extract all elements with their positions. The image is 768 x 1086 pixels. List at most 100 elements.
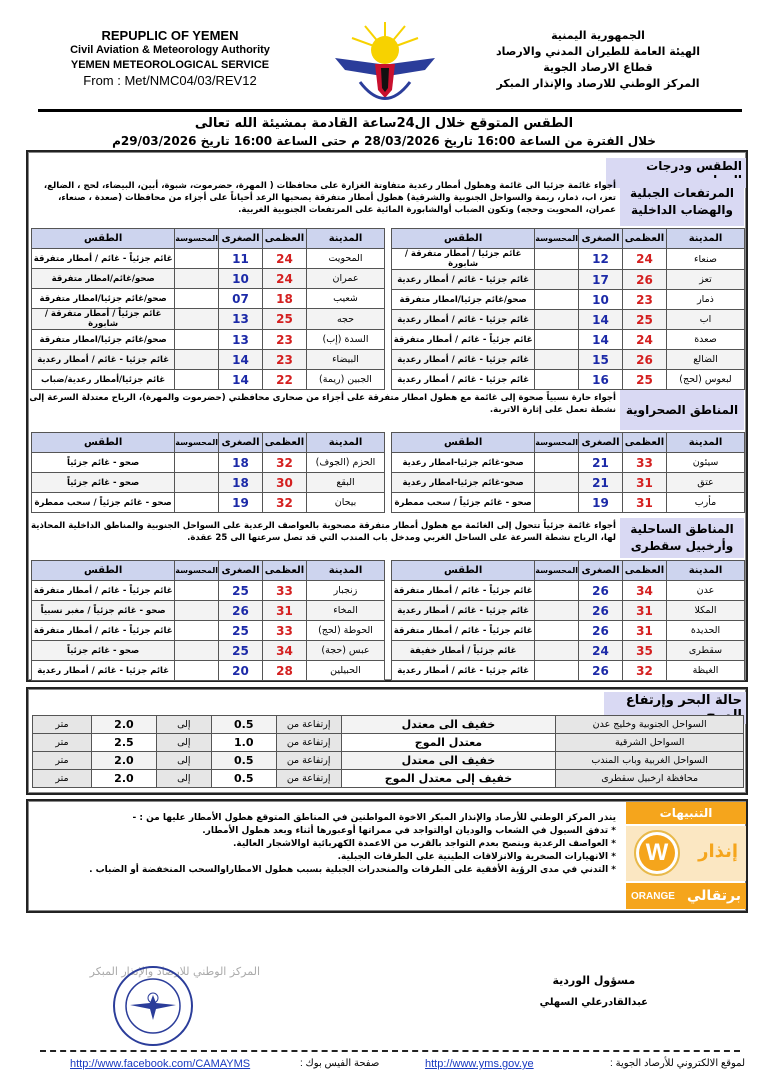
table-row: مأرب 31 19 صحو - غائم جزئياً / سحب ممطرة	[390, 492, 745, 513]
weather-condition: صحو - غائم جزئياً	[30, 452, 176, 473]
city-name: الحوطة (لحج)	[306, 620, 385, 641]
weather-section	[26, 150, 748, 682]
column-header: الطقس	[30, 432, 176, 453]
weather-condition: غائم جزئيا - غائم / أمطار رعدية	[30, 660, 176, 681]
max-temp: 23	[622, 289, 667, 310]
authority-ar: الهيئة العامة للطيران المدني والارصاد	[495, 45, 701, 58]
table-row: البقع 30 18 صحو - غائم جزئياً	[30, 472, 385, 493]
feels-like	[534, 600, 579, 621]
region-description: أجواء حارة نسبياً صحوة إلى غائمة مع هطول…	[29, 393, 616, 415]
warning-color-en: ORANGE	[631, 890, 675, 902]
min-temp: 14	[218, 369, 263, 390]
max-temp: 31	[622, 492, 667, 513]
max-temp: 34	[262, 640, 307, 661]
feels-like	[534, 349, 579, 370]
city-name: الجبين (ريمة)	[306, 369, 385, 390]
warnings-section	[26, 799, 748, 913]
warning-item: * العواصف الرعدية وينصح بعدم التواجد بال…	[232, 839, 616, 849]
weather-table-right: المدينة العظمى الصغرى المحسوسة الطقس سيئون 33 2…	[390, 432, 745, 513]
min-temp: 15	[578, 349, 623, 370]
city-name: صنعاء	[666, 248, 745, 270]
max-temp: 34	[622, 580, 667, 601]
max-temp: 24	[622, 329, 667, 350]
city-name: مأرب	[666, 492, 745, 513]
feels-like	[174, 329, 219, 350]
forecast-period: خلال الفترة من الساعة 16:00 تاريخ 28/03/…	[112, 134, 656, 148]
city-name: سقطرى	[666, 640, 745, 661]
sea-unit: متر	[32, 769, 92, 788]
header-english: REPUPLIC OF YEMEN Civil Aviation & Meteo…	[40, 28, 300, 88]
table-row: عدن 34 26 غائم جزئياً - غائم / أمطار متفرقة	[390, 580, 745, 601]
min-temp: 14	[218, 349, 263, 370]
column-header: العظمى	[622, 432, 667, 453]
sea-from-label: إرتفاعة من	[275, 769, 342, 788]
max-temp: 23	[262, 329, 307, 350]
warning-level-label: إنذار	[698, 841, 738, 862]
sea-state: خفيف الى معتدل	[340, 715, 557, 734]
feels-like	[534, 620, 579, 641]
table-row: صعدة 24 14 غائم جزئياً - غائم / أمطار متفرق…	[390, 329, 745, 350]
table-row: بيحان 32 19 صحو - غائم جزئياً / سحب ممطرة	[30, 492, 385, 513]
min-temp: 21	[578, 472, 623, 493]
feels-like	[174, 660, 219, 681]
column-header: المدينة	[666, 432, 745, 453]
stamp-text: المركز الوطني للارصاد والإنذار المبكر	[89, 965, 260, 978]
max-temp: 31	[622, 472, 667, 493]
weather-condition: غائم جزئياً - غائم / أمطار متفرقة	[390, 329, 536, 350]
max-temp: 18	[262, 288, 307, 309]
city-name: الحبيلين	[306, 660, 385, 681]
column-header: المدينة	[666, 228, 745, 249]
website-link[interactable]: http://www.yms.gov.ye	[425, 1058, 534, 1070]
sea-from-label: إرتفاعة من	[275, 715, 342, 734]
country-ar: الجمهورية اليمنية	[551, 29, 645, 42]
sea-to: 2.0	[90, 715, 157, 734]
min-temp: 13	[218, 308, 263, 330]
table-row: اب 25 14 غائم جزئيا - غائم / أمطار رعدية	[390, 309, 745, 330]
feels-like	[534, 369, 579, 390]
min-temp: 18	[218, 452, 263, 473]
sea-row: السواحل الغربية وباب المندب خفيف الى معتد…	[32, 751, 744, 770]
facebook-label: صفحة الفيس بوك :	[300, 1058, 380, 1069]
column-header: الصغرى	[218, 432, 263, 453]
column-header: المدينة	[306, 560, 385, 581]
city-name: صعدة	[666, 329, 745, 350]
city-name: سيئون	[666, 452, 745, 473]
city-name: البيضاء	[306, 349, 385, 370]
column-header: الطقس	[30, 560, 176, 581]
feels-like	[534, 580, 579, 601]
weather-table-left: المدينة العظمى الصغرى المحسوسة الطقس الحزم (ا…	[30, 432, 385, 513]
weather-condition: غائم جزئيا - غائم / أمطار رعدية	[390, 600, 536, 621]
feels-like	[174, 620, 219, 641]
max-temp: 24	[262, 268, 307, 289]
city-name: شعيب	[306, 288, 385, 309]
weather-condition: غائم جزئيا - غائم / أمطار رعدية	[390, 309, 536, 330]
column-header: الطقس	[390, 432, 536, 453]
weather-condition: غائم جزئيا / أمطار متفرقة / شابورة	[390, 248, 536, 270]
column-header: الصغرى	[578, 228, 623, 249]
weather-condition: غائم جزئياً - غائم / أمطار متفرقة	[390, 580, 536, 601]
table-row: الجبين (ريمة) 22 14 غائم جزئيا/أمطار رعدية/…	[30, 369, 385, 390]
weather-condition: صحو - غائم جزئياً / سحب ممطرة	[30, 492, 176, 513]
min-temp: 26	[578, 660, 623, 681]
warning-level-badge: W إنذار	[626, 826, 746, 881]
facebook-link[interactable]: http://www.facebook.com/CAMAYMS	[70, 1058, 251, 1070]
min-temp: 26	[218, 600, 263, 621]
feels-like	[174, 369, 219, 390]
feels-like	[174, 248, 219, 269]
sea-row: محافظة ارخبيل سقطرى خفيف إلى معتدل الموج إ…	[32, 769, 744, 788]
forecast-title: الطقس المتوقع خلال ال24ساعة القادمة بمشي…	[194, 116, 574, 131]
column-header: المحسوسة	[174, 560, 219, 581]
weather-condition: صحو - غائم جزئياً	[30, 640, 176, 661]
table-row: سقطرى 35 24 غائم جزئياً / أمطار خفيفة	[390, 640, 745, 661]
table-row: الغيظة 32 26 غائم جزئيا - غائم / أمطار رعدي…	[390, 660, 745, 681]
city-name: المخاء	[306, 600, 385, 621]
column-header: العظمى	[622, 560, 667, 581]
warning-item: * الانهيارات الصخرية والانزلاقات الطينية…	[337, 852, 616, 862]
feels-like	[174, 349, 219, 370]
feels-like	[534, 660, 579, 681]
min-temp: 25	[218, 580, 263, 601]
feels-like	[174, 288, 219, 309]
min-temp: 26	[578, 600, 623, 621]
city-name: الغيظة	[666, 660, 745, 681]
weather-condition: صحو-غائم جزئيا-امطار رعدية	[390, 472, 536, 493]
